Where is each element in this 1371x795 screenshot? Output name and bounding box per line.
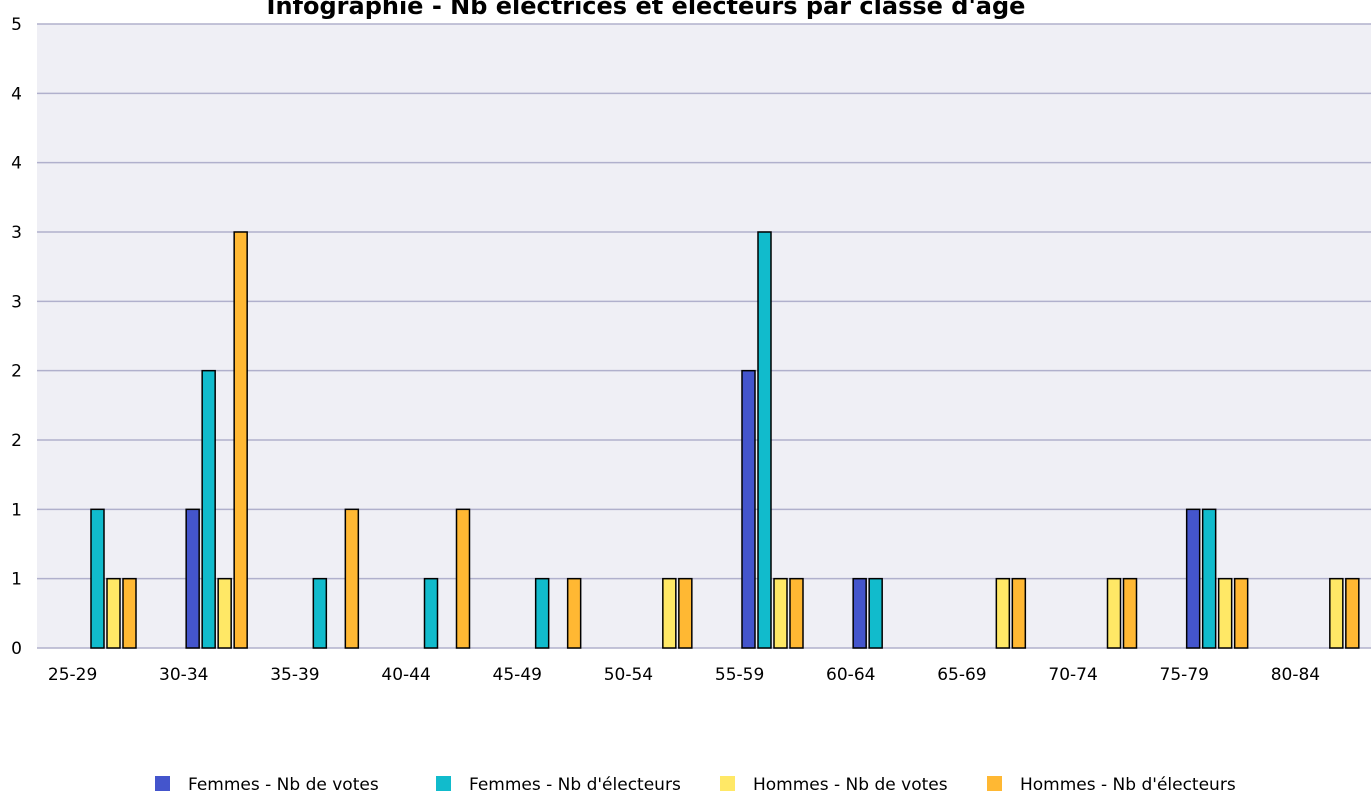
bar — [757, 231, 772, 649]
y-tick-label: 2 — [11, 431, 22, 451]
bar — [1217, 577, 1233, 649]
bar — [106, 577, 121, 649]
x-tick-label: 80-84 — [1271, 665, 1320, 685]
x-tick-label: 75-79 — [1160, 665, 1209, 685]
legend-label: Hommes - Nb de votes — [753, 775, 948, 795]
bar — [534, 577, 550, 649]
bar — [423, 577, 439, 649]
x-tick-label: 45-49 — [493, 665, 542, 685]
y-tick-label: 2 — [11, 362, 22, 382]
bar — [90, 508, 105, 649]
y-tick-label: 3 — [11, 223, 22, 243]
y-tick-label: 4 — [11, 154, 22, 174]
bar — [852, 577, 867, 649]
bar — [1106, 577, 1122, 649]
legend-label: Hommes - Nb d'électeurs — [1020, 775, 1236, 795]
bar — [995, 577, 1011, 649]
x-tick-label: 55-59 — [715, 665, 764, 685]
chart-title: Infographie - Nb électrices et électeurs… — [267, 0, 1026, 20]
x-tick-label: 70-74 — [1048, 665, 1097, 685]
x-axis-ticks: 25-29 30-34 35-39 40-44 45-49 50-54 55-59 60-64… — [48, 665, 1320, 685]
bar — [233, 231, 248, 649]
grid-lines — [37, 23, 1371, 649]
legend: Femmes - Nb de votes Femmes - Nb d'électe… — [155, 775, 1236, 795]
legend-label: Femmes - Nb d'électeurs — [469, 775, 681, 795]
bar — [678, 577, 693, 649]
bar — [741, 369, 756, 649]
bar — [566, 577, 582, 649]
y-tick-label: 4 — [11, 84, 22, 104]
bar — [1201, 508, 1217, 649]
x-tick-label: 65-69 — [937, 665, 986, 685]
x-tick-label: 60-64 — [826, 665, 875, 685]
bar — [201, 369, 216, 649]
legend-swatch — [436, 776, 451, 791]
x-tick-label: 35-39 — [270, 665, 319, 685]
bar — [1329, 577, 1344, 649]
x-tick-label: 30-34 — [159, 665, 208, 685]
bar — [344, 508, 360, 649]
bar — [185, 508, 200, 649]
x-tick-label: 25-29 — [48, 665, 97, 685]
y-tick-label: 1 — [11, 570, 22, 590]
bar — [1345, 577, 1360, 649]
legend-label: Femmes - Nb de votes — [188, 775, 379, 795]
y-tick-label: 3 — [11, 292, 22, 312]
y-axis-ticks: 0 1 1 2 2 3 3 4 4 5 — [11, 15, 22, 659]
bar — [662, 577, 677, 649]
bar — [1122, 577, 1138, 649]
legend-swatch — [987, 776, 1002, 791]
y-tick-label: 0 — [11, 639, 22, 659]
y-tick-label: 5 — [11, 15, 22, 35]
legend-swatch — [720, 776, 735, 791]
bar — [773, 577, 788, 649]
bar — [1185, 508, 1201, 649]
bar — [455, 508, 471, 649]
x-tick-label: 50-54 — [604, 665, 653, 685]
x-tick-label: 40-44 — [381, 665, 430, 685]
bar — [1233, 577, 1249, 649]
bars — [90, 231, 1360, 649]
y-tick-label: 1 — [11, 500, 22, 520]
bar — [217, 577, 232, 649]
bar — [312, 577, 328, 649]
bar — [122, 577, 137, 649]
bar — [1011, 577, 1027, 649]
legend-swatch — [155, 776, 170, 791]
bar — [868, 577, 883, 649]
plot-background — [37, 24, 1371, 648]
bar — [789, 577, 804, 649]
